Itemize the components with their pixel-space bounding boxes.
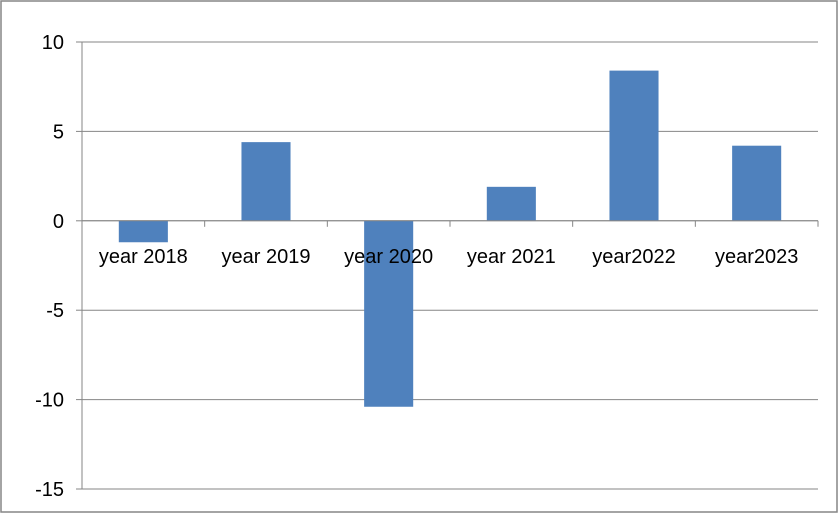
category-label: year2023 (715, 246, 798, 268)
bar (732, 145, 782, 221)
axes (81, 42, 819, 489)
bars (118, 70, 782, 407)
bar (118, 220, 168, 243)
bar (609, 70, 659, 221)
category-label: year 2018 (99, 246, 188, 268)
y-axis-tick-labels: 10 5 0 -5 -10 -15 (35, 32, 64, 501)
category-label: year 2020 (344, 246, 433, 268)
category-labels: year 2018 year 2019 year 2020 year 2021 year… (99, 246, 799, 268)
y-tick-label: 0 (53, 211, 64, 233)
bar (241, 142, 291, 221)
y-tick-label: 5 (53, 121, 64, 143)
category-label: year 2021 (467, 246, 556, 268)
category-label: year 2019 (222, 246, 311, 268)
bar (364, 220, 414, 407)
y-tick-label: -5 (46, 300, 64, 322)
y-tick-label: -10 (35, 390, 64, 412)
category-label: year2022 (592, 246, 675, 268)
bar (486, 186, 536, 221)
y-tick-label: 10 (42, 32, 64, 54)
y-tick-label: -15 (35, 479, 64, 501)
